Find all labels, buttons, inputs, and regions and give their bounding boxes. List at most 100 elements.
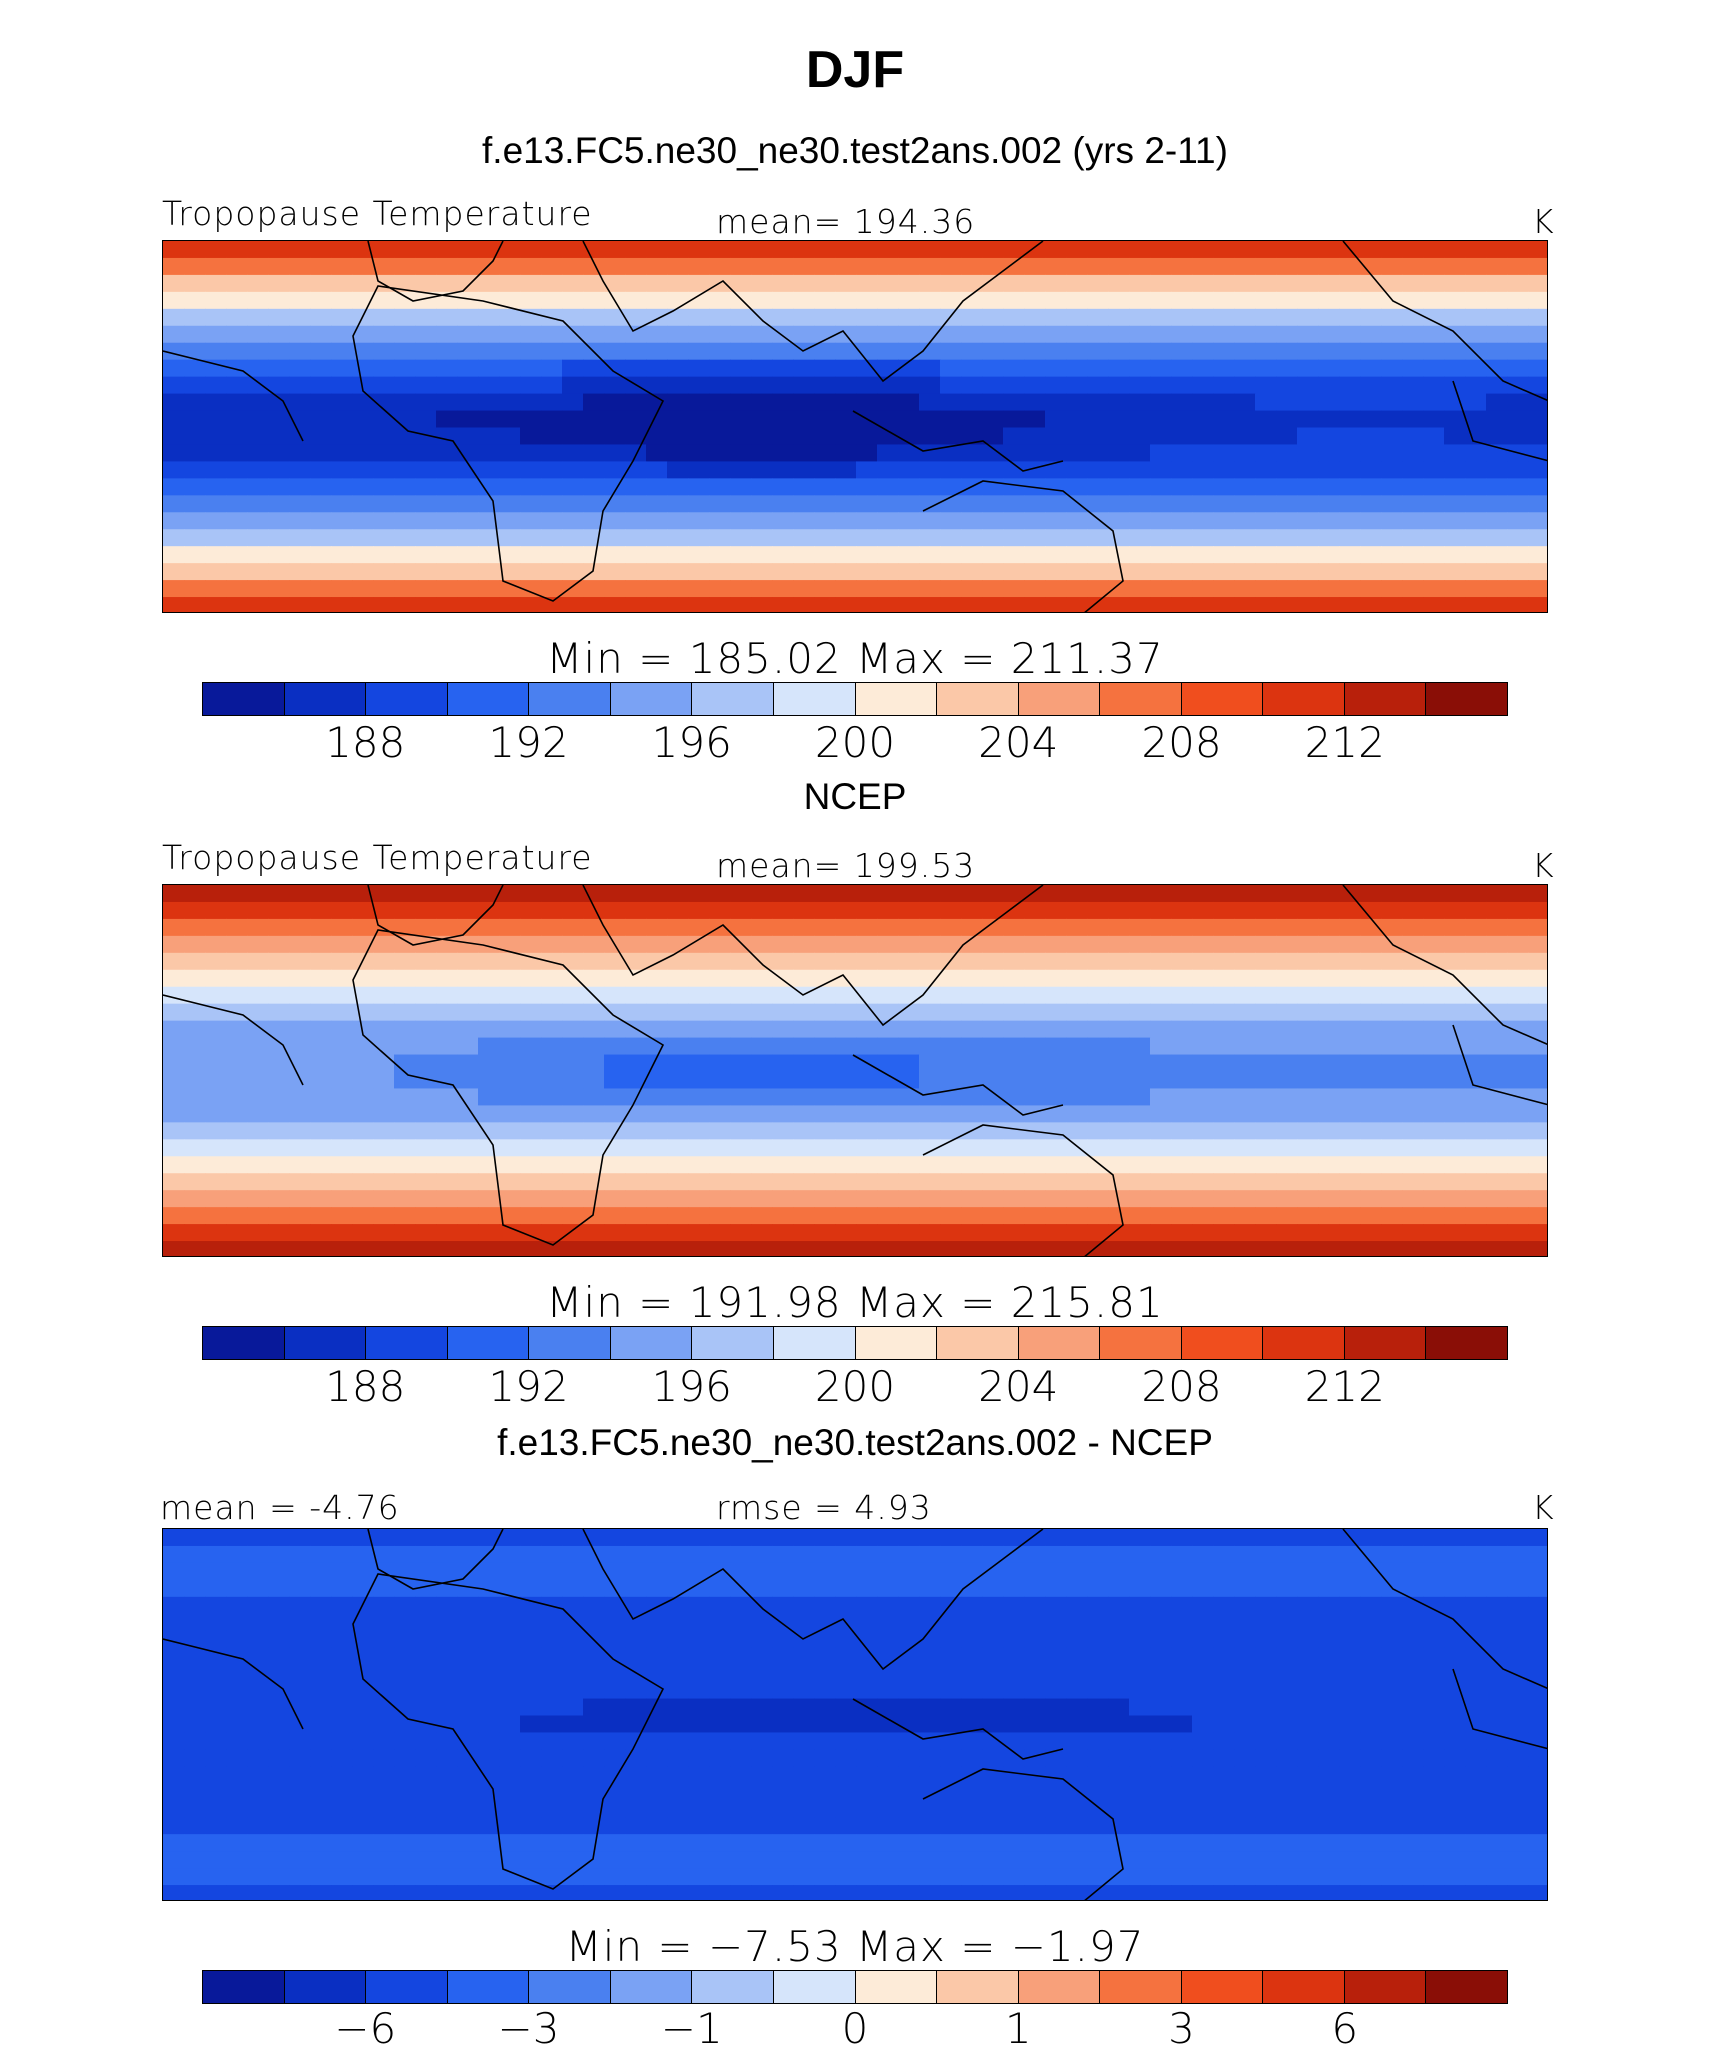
field-cell <box>1444 1241 1466 1256</box>
field-cell <box>604 444 626 462</box>
field-cell <box>268 1156 290 1174</box>
field-cell <box>1444 986 1466 1005</box>
field-cell <box>814 918 836 937</box>
field-cell <box>793 529 815 547</box>
field-cell <box>1045 359 1067 378</box>
field-cell <box>1360 427 1382 446</box>
field-cell <box>940 1579 962 1598</box>
field-cell <box>1024 1105 1046 1123</box>
field-cell <box>457 1851 479 1869</box>
field-cell <box>373 1529 395 1547</box>
field-cell <box>331 308 353 327</box>
field-cell <box>1423 1173 1445 1191</box>
field-cell <box>205 563 227 581</box>
field-cell <box>499 1088 521 1106</box>
field-cell <box>1444 1868 1466 1886</box>
field-cell <box>1234 1037 1256 1056</box>
field-cell <box>247 359 269 378</box>
field-cell <box>289 1613 311 1632</box>
field-cell <box>352 1681 374 1700</box>
field-cell <box>373 1037 395 1056</box>
field-cell <box>856 359 878 378</box>
field-cell <box>709 291 731 310</box>
field-cell <box>352 1698 374 1717</box>
field-cell <box>709 1003 731 1022</box>
field-cell <box>940 546 962 564</box>
field-cell <box>247 563 269 581</box>
field-cell <box>478 1783 500 1801</box>
field-cell <box>1444 1579 1466 1598</box>
field-cell <box>289 308 311 327</box>
field-cell <box>310 325 332 344</box>
field-cell <box>1129 1698 1151 1717</box>
field-cell <box>1339 935 1361 954</box>
field-cell <box>520 1851 542 1869</box>
field-cell <box>898 580 920 598</box>
field-cell <box>1171 1885 1193 1900</box>
field-cell <box>919 461 941 479</box>
field-cell <box>730 325 752 344</box>
field-cell <box>751 952 773 971</box>
field-cell <box>1402 342 1424 361</box>
field-cell <box>331 241 353 259</box>
field-cell <box>1465 291 1487 310</box>
field-cell <box>394 935 416 954</box>
field-cell <box>1066 952 1088 971</box>
field-cell <box>1024 1885 1046 1900</box>
colorbar-box <box>203 1327 285 1359</box>
field-cell <box>814 935 836 954</box>
field-cell <box>751 1596 773 1615</box>
field-cell <box>520 257 542 276</box>
field-cell <box>1528 529 1547 547</box>
field-cell <box>1381 1783 1403 1801</box>
field-cell <box>1528 1020 1547 1039</box>
field-cell <box>226 1800 248 1818</box>
field-cell <box>1402 1868 1424 1886</box>
field-cell <box>1255 546 1277 564</box>
field-cell <box>583 1715 605 1734</box>
field-cell <box>226 257 248 276</box>
field-cell <box>793 1054 815 1073</box>
field-cell <box>667 308 689 327</box>
field-cell <box>457 546 479 564</box>
field-cell <box>1150 410 1172 429</box>
field-cell <box>1192 1054 1214 1073</box>
field-cell <box>226 359 248 378</box>
field-cell <box>562 546 584 564</box>
field-cell <box>1066 393 1088 412</box>
field-cell <box>1318 376 1340 395</box>
field-cell <box>1045 969 1067 988</box>
field-cell <box>604 1173 626 1191</box>
field-cell <box>184 885 206 903</box>
colorbar-box <box>447 1971 530 2003</box>
field-cell <box>814 478 836 496</box>
field-cell <box>1087 1766 1109 1784</box>
field-cell <box>1024 1020 1046 1039</box>
field-cell <box>1192 1681 1214 1700</box>
field-cell <box>688 495 710 513</box>
field-cell <box>919 1817 941 1835</box>
field-cell <box>310 1868 332 1886</box>
field-cell <box>877 461 899 479</box>
field-cell <box>1066 580 1088 598</box>
field-cell <box>373 1224 395 1242</box>
field-cell <box>541 1156 563 1174</box>
field-cell <box>583 495 605 513</box>
field-cell <box>1108 1596 1130 1615</box>
field-cell <box>562 1613 584 1632</box>
field-cell <box>520 1003 542 1022</box>
field-cell <box>1234 580 1256 598</box>
field-cell <box>352 1613 374 1632</box>
field-cell <box>415 461 437 479</box>
field-cell <box>646 1630 668 1649</box>
field-cell <box>1150 1749 1172 1767</box>
field-cell <box>646 461 668 479</box>
field-cell <box>1003 1173 1025 1191</box>
field-cell <box>940 1156 962 1174</box>
field-cell <box>835 1817 857 1835</box>
field-cell <box>562 257 584 276</box>
field-cell <box>457 1207 479 1225</box>
field-cell <box>625 1698 647 1717</box>
field-cell <box>1339 580 1361 598</box>
field-cell <box>940 1868 962 1886</box>
